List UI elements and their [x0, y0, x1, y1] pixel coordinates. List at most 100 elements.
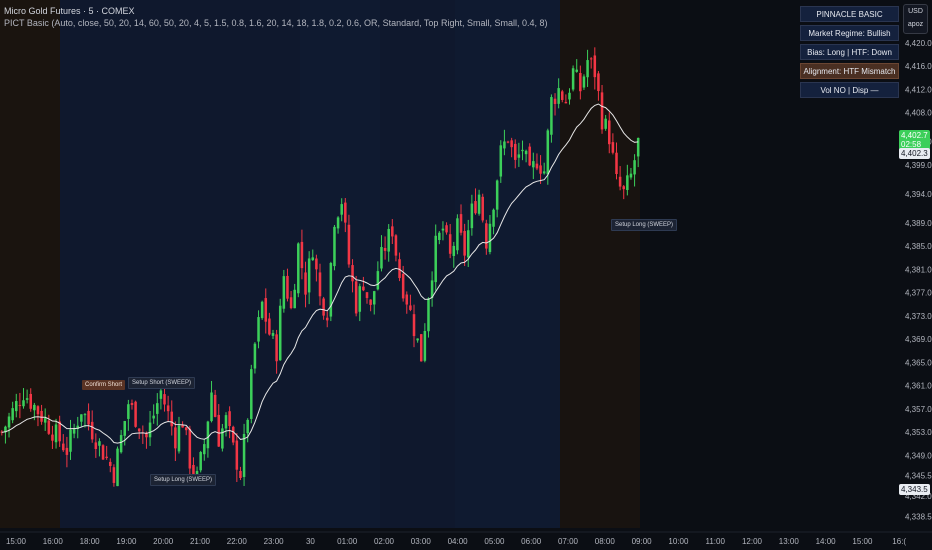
- indicator-settings[interactable]: PICT Basic (Auto, close, 50, 20, 14, 60,…: [4, 18, 548, 28]
- setup-long-label-1: Setup Long (SWEEP): [150, 474, 217, 486]
- candle-down: [109, 461, 112, 466]
- x-tick-label: 23:00: [264, 537, 285, 546]
- y-tick-label: 4,381.0: [905, 265, 932, 274]
- candle-down: [405, 294, 409, 305]
- candle-down: [213, 394, 217, 417]
- candle-up: [488, 223, 492, 253]
- candle-down: [608, 120, 611, 145]
- candle-up: [575, 69, 578, 72]
- candle-down: [235, 440, 239, 470]
- candle-up: [376, 271, 380, 290]
- candle-up: [336, 217, 340, 229]
- x-tick-label: 10:00: [668, 537, 689, 546]
- candle-up: [203, 444, 206, 455]
- candle-down: [589, 58, 593, 60]
- candle-down: [513, 143, 517, 160]
- candle-up: [83, 414, 87, 416]
- candle-up: [456, 218, 459, 251]
- candle-down: [535, 163, 539, 169]
- candle-down: [354, 281, 358, 314]
- candle-down: [362, 286, 365, 291]
- candle-down: [62, 443, 65, 451]
- candle-up: [293, 289, 296, 309]
- candle-down: [391, 226, 394, 237]
- candle-up: [524, 150, 528, 155]
- candle-up: [22, 400, 25, 407]
- candle-up: [123, 421, 127, 436]
- candle-down: [166, 405, 170, 412]
- candle-down: [289, 297, 293, 309]
- y-tick-label: 4,377.0: [905, 289, 932, 298]
- x-tick-label: 21:00: [190, 537, 211, 546]
- bar-countdown: 02:58: [901, 140, 922, 149]
- candle-up: [260, 301, 264, 319]
- candle-down: [409, 305, 412, 310]
- candle-up: [470, 203, 474, 229]
- x-tick-label: 08:00: [595, 537, 616, 546]
- candle-down: [174, 427, 177, 449]
- candle-up: [358, 286, 362, 312]
- pinnacle-panel: PINNACLE BASIC Market Regime: Bullish Bi…: [800, 6, 899, 101]
- candle-up: [177, 425, 181, 452]
- candle-down: [300, 241, 304, 269]
- y-tick-label: 4,369.0: [905, 335, 932, 344]
- candle-down: [622, 186, 625, 190]
- candle-up: [372, 291, 376, 305]
- candle-down: [112, 467, 116, 483]
- candle-down: [344, 202, 347, 223]
- y-tick-label: 4,408.0: [905, 109, 932, 118]
- moving-average-line: [1, 103, 639, 444]
- candle-down: [101, 445, 105, 460]
- candle-up: [492, 209, 495, 227]
- candle-down: [560, 91, 564, 100]
- candle-down: [145, 433, 148, 438]
- candle-down: [47, 420, 51, 434]
- y-tick-label: 4,353.0: [905, 428, 932, 437]
- confirm-short-label: Confirm Short: [82, 380, 126, 390]
- candle-down: [401, 273, 405, 299]
- candle-up: [550, 97, 553, 135]
- candle-down: [217, 414, 221, 447]
- currency-selector[interactable]: USD apoz: [903, 4, 928, 34]
- x-tick-label: 02:00: [374, 537, 395, 546]
- x-tick-label: 03:00: [411, 537, 432, 546]
- last-price-tag: 4,402.7 02:58: [899, 130, 930, 150]
- candle-up: [127, 404, 130, 419]
- candle-down: [448, 234, 452, 254]
- panel-title: PINNACLE BASIC: [800, 6, 899, 22]
- candle-up: [148, 422, 152, 438]
- y-tick-label: 4,357.0: [905, 405, 932, 414]
- time-axis: 15:00 16:00 18:00 19:00 20:00 21:00 22:00 23:00…: [0, 531, 932, 546]
- candle-down: [130, 403, 134, 406]
- session-shading: [0, 0, 640, 528]
- candle-down: [485, 223, 488, 249]
- candle-up: [80, 414, 83, 422]
- candle-up: [15, 401, 18, 412]
- candle-down: [228, 411, 231, 427]
- candle-down: [188, 428, 192, 469]
- x-tick-label: 14:00: [816, 537, 837, 546]
- candle-up: [438, 232, 441, 241]
- candle-down: [275, 334, 278, 362]
- candle-up: [434, 235, 437, 283]
- candle-up: [72, 427, 76, 434]
- candle-up: [119, 435, 123, 453]
- candle-down: [564, 101, 568, 104]
- candle-up: [33, 404, 36, 411]
- candle-down: [231, 426, 235, 443]
- x-tick-label: 30: [306, 537, 315, 546]
- candle-up: [571, 68, 575, 90]
- candle-down: [618, 176, 622, 187]
- candle-up: [11, 408, 14, 421]
- candle-down: [351, 265, 354, 282]
- candle-up: [271, 333, 275, 336]
- candle-down: [94, 442, 98, 449]
- y-tick-label: 4,420.0: [905, 39, 932, 48]
- x-tick-label: 06:00: [521, 537, 542, 546]
- chart-title: Micro Gold Futures · 5 · COMEX: [4, 6, 135, 16]
- candle-up: [329, 262, 333, 317]
- candle-down: [398, 259, 401, 279]
- candle-down: [600, 92, 604, 130]
- candle-down: [65, 447, 69, 455]
